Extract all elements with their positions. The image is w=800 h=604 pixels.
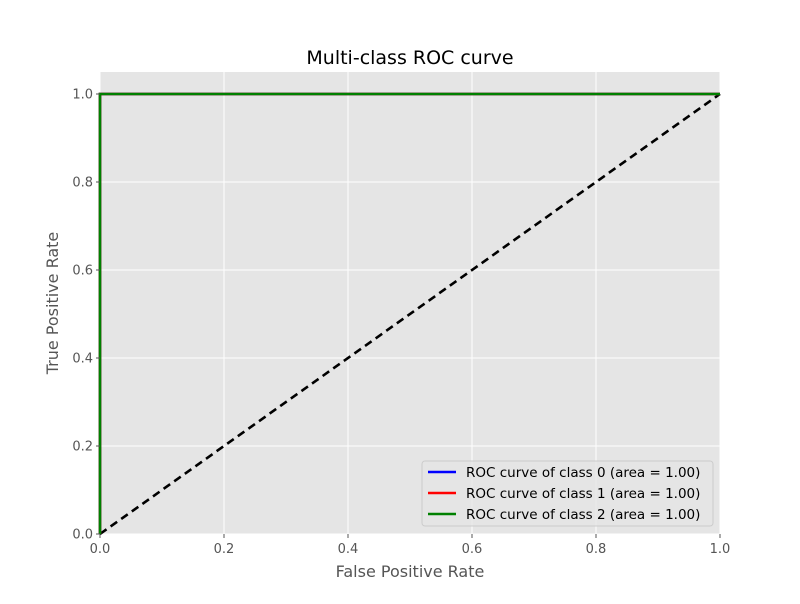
plot-area	[100, 72, 720, 534]
x-tick-label-2: 0.4	[338, 542, 359, 557]
x-tick-label-5: 1.0	[710, 542, 731, 557]
grid-lines	[99, 72, 721, 535]
legend-box	[421, 460, 714, 527]
x-tick-label-1: 0.2	[214, 542, 235, 557]
x-axis-ticks: 0.0 0.2 0.4 0.6 0.8 1.0	[90, 534, 731, 557]
legend-label-class-1: ROC curve of class 1 (area = 1.00)	[466, 486, 700, 502]
y-axis-ticks: 0.0 0.2 0.4 0.6 0.8 1.0	[72, 88, 100, 543]
legend-label-class-0: ROC curve of class 0 (area = 1.00)	[466, 465, 700, 481]
y-tick-label-4: 0.8	[72, 176, 93, 191]
chance-diagonal-line	[99, 92, 721, 536]
legend-label-class-2: ROC curve of class 2 (area = 1.00)	[466, 507, 700, 523]
x-tick-label-3: 0.6	[462, 542, 483, 557]
x-axis-label: False Positive Rate	[336, 562, 485, 581]
legend: ROC curve of class 0 (area = 1.00) ROC cu…	[421, 460, 714, 527]
y-tick-label-5: 1.0	[72, 88, 93, 103]
y-tick-label-2: 0.4	[72, 352, 93, 367]
y-tick-label-3: 0.6	[72, 264, 93, 279]
y-tick-label-0: 0.0	[72, 528, 93, 543]
y-tick-label-1: 0.2	[72, 440, 93, 455]
x-tick-label-4: 0.8	[586, 542, 607, 557]
y-axis-label: True Positive Rate	[43, 232, 62, 376]
chart-title: Multi-class ROC curve	[306, 47, 513, 69]
x-tick-label-0: 0.0	[90, 542, 111, 557]
